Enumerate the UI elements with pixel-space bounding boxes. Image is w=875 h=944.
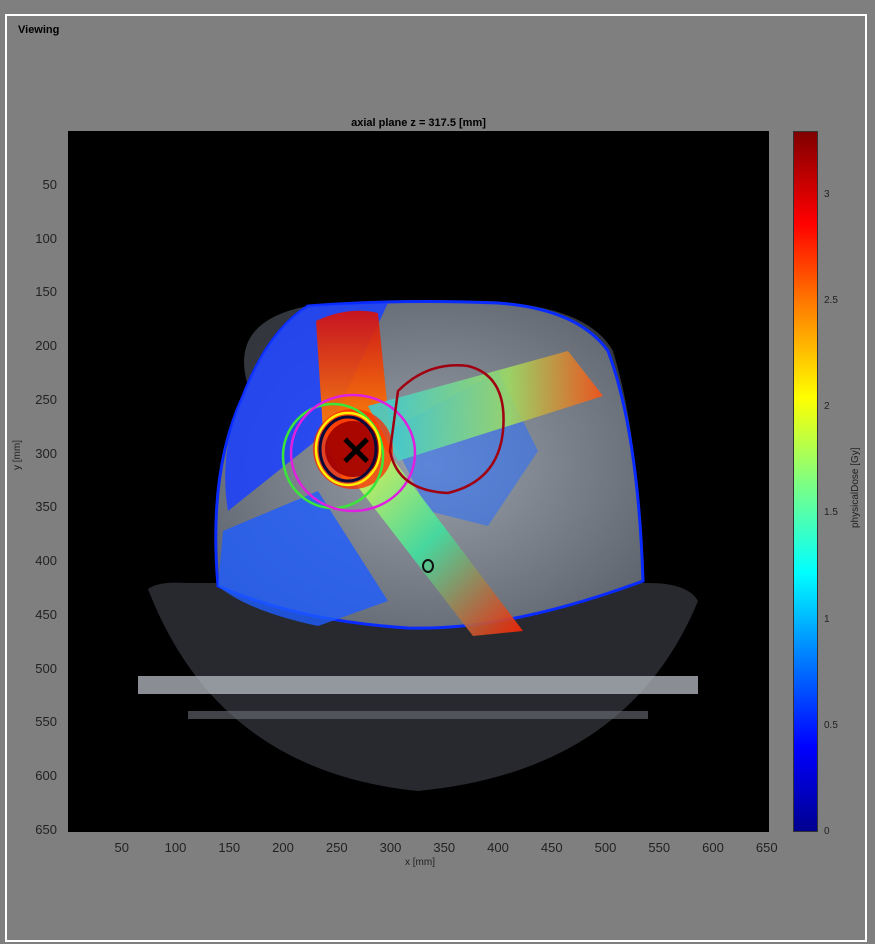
panel-title: Viewing [16, 24, 62, 36]
contour-darkred [388, 364, 505, 495]
y-tick-label: 150 [35, 284, 57, 300]
colorbar-tick-label: 0.5 [824, 719, 838, 731]
colorbar [793, 131, 818, 832]
x-tick-label: 100 [164, 840, 187, 855]
y-axis-label: y [mm] [12, 440, 23, 470]
viewing-panel: Viewing [5, 14, 867, 942]
y-tick-label: 350 [35, 499, 57, 515]
beam-lateral [368, 351, 603, 461]
x-tick-label: 250 [325, 840, 348, 855]
y-tick-label: 450 [35, 606, 57, 622]
x-tick-label: 350 [433, 840, 456, 855]
y-tick-label: 250 [35, 391, 57, 407]
x-tick-label: 50 [114, 840, 129, 855]
x-tick-label: 550 [648, 840, 671, 855]
couch-board [138, 676, 698, 694]
x-tick-label: 150 [218, 840, 241, 855]
y-tick-label: 650 [35, 821, 57, 837]
colorbar-tick-label: 2 [824, 401, 830, 413]
colorbar-tick-label: 1 [824, 613, 830, 625]
y-tick-label: 550 [35, 714, 57, 730]
y-tick-label: 600 [35, 768, 57, 783]
contour-magenta [289, 393, 417, 513]
x-tick-label: 450 [540, 840, 563, 855]
max-dose-region [325, 421, 381, 477]
x-tick-label: 200 [272, 840, 294, 855]
plot-title: axial plane z = 317.5 [mm] [351, 117, 486, 129]
colorbar-tick-label: 3 [824, 188, 830, 200]
couch-rail [188, 711, 648, 719]
y-tick-label: 300 [35, 445, 57, 461]
x-tick-label: 500 [594, 840, 617, 855]
colorbar-tick-label: 0 [824, 826, 830, 837]
x-tick-label: 650 [755, 840, 778, 855]
low-dose-region-bottom [218, 491, 388, 626]
contour-yellow [314, 411, 382, 487]
contour-navy [318, 415, 378, 483]
y-tick-label: 100 [35, 230, 57, 246]
contour-small [422, 559, 434, 573]
y-tick-label: 500 [35, 660, 57, 676]
y-tick-label: 400 [35, 553, 57, 568]
y-tick-label: 50 [42, 176, 57, 192]
x-axis-label: x [mm] [405, 857, 435, 868]
x-tick-label: 300 [379, 840, 402, 855]
dose-image [138, 300, 698, 791]
y-tick-label: 200 [35, 338, 57, 353]
dose-image-axes[interactable] [68, 131, 769, 832]
x-tick-label: 400 [487, 840, 509, 855]
x-tick-label: 600 [702, 840, 724, 855]
colorbar-tick-label: 1.5 [824, 507, 838, 519]
colorbar-label: physicalDose [Gy] [850, 447, 861, 528]
colorbar-tick-label: 2.5 [824, 294, 838, 306]
beam-oblique [338, 446, 523, 636]
